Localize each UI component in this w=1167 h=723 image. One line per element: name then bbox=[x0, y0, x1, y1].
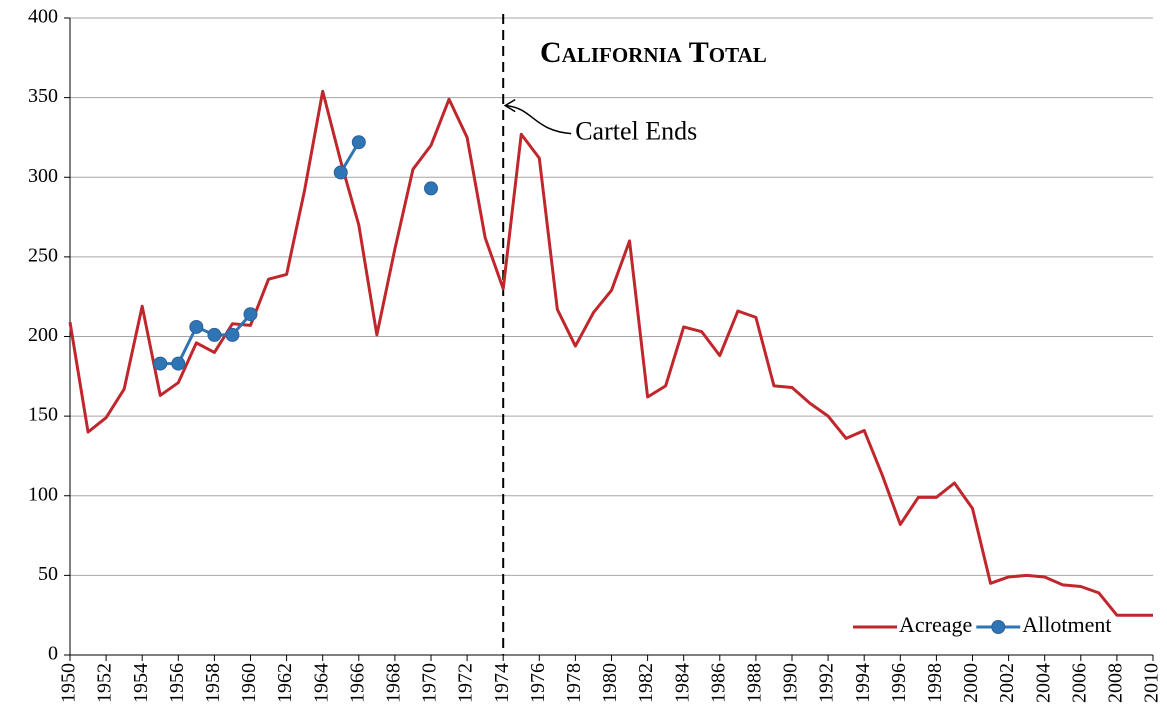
x-tick-label: 1978 bbox=[563, 663, 585, 703]
x-tick-label: 1988 bbox=[743, 663, 765, 703]
x-tick-label: 1966 bbox=[346, 663, 368, 703]
x-tick-label: 1968 bbox=[382, 663, 404, 703]
x-tick-label: 1958 bbox=[202, 663, 224, 703]
x-tick-label: 1964 bbox=[310, 663, 332, 703]
y-tick-label: 400 bbox=[28, 6, 58, 28]
x-tick-label: 1956 bbox=[166, 663, 188, 703]
x-tick-label: 2000 bbox=[960, 663, 982, 703]
legend-label: Acreage bbox=[899, 612, 972, 637]
y-tick-label: 50 bbox=[38, 563, 58, 585]
x-tick-label: 1990 bbox=[780, 663, 802, 703]
series-marker bbox=[351, 135, 366, 150]
series-line bbox=[68, 89, 1153, 617]
x-tick-label: 2002 bbox=[996, 663, 1018, 703]
series-marker bbox=[189, 319, 204, 334]
y-tick-label: 200 bbox=[28, 324, 58, 346]
x-tick-label: 1960 bbox=[238, 663, 260, 703]
series-marker bbox=[207, 327, 222, 342]
y-tick-label: 150 bbox=[28, 404, 58, 426]
annotation-arrowhead bbox=[503, 98, 516, 113]
y-tick-label: 250 bbox=[28, 244, 58, 266]
annotation-text: Cartel Ends bbox=[575, 117, 697, 146]
x-tick-label: 1970 bbox=[419, 663, 441, 703]
series-marker bbox=[424, 181, 438, 196]
x-tick-label: 1976 bbox=[527, 663, 549, 703]
legend-label: Allotment bbox=[1022, 612, 1111, 637]
x-tick-label: 1972 bbox=[455, 663, 477, 703]
series-marker bbox=[243, 307, 258, 322]
x-tick-label: 1984 bbox=[671, 663, 693, 703]
series-marker bbox=[171, 356, 186, 371]
x-tick-label: 1994 bbox=[852, 663, 874, 703]
x-tick-label: 1962 bbox=[274, 663, 296, 703]
x-tick-label: 1974 bbox=[491, 663, 513, 703]
x-tick-label: 1950 bbox=[58, 663, 80, 703]
x-tick-label: 2010 bbox=[1141, 663, 1163, 703]
x-tick-label: 1996 bbox=[888, 663, 910, 703]
x-tick-label: 1998 bbox=[924, 663, 946, 703]
y-tick-label: 300 bbox=[28, 165, 58, 187]
y-tick-label: 350 bbox=[28, 85, 58, 107]
x-tick-label: 2004 bbox=[1032, 663, 1054, 703]
legend-marker bbox=[991, 620, 1006, 634]
x-tick-label: 2008 bbox=[1104, 663, 1126, 703]
series-marker bbox=[225, 327, 240, 342]
series-marker bbox=[333, 165, 348, 180]
x-tick-label: 1952 bbox=[94, 663, 116, 703]
series-marker bbox=[153, 356, 168, 371]
x-tick-label: 1986 bbox=[707, 663, 729, 703]
x-tick-label: 1954 bbox=[130, 663, 152, 703]
x-tick-label: 1982 bbox=[635, 663, 657, 703]
x-tick-label: 1980 bbox=[599, 663, 621, 703]
legend: Acreage Allotment bbox=[853, 612, 1112, 637]
y-tick-label: 0 bbox=[48, 643, 58, 665]
annotation-arrow bbox=[505, 104, 572, 135]
chart-title: California Total bbox=[540, 36, 767, 69]
y-tick-label: 100 bbox=[28, 483, 58, 505]
x-tick-label: 2006 bbox=[1068, 663, 1090, 703]
x-tick-label: 1992 bbox=[816, 663, 838, 703]
